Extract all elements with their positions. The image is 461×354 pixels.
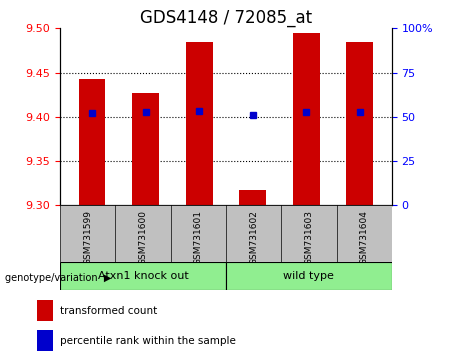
Bar [346, 42, 373, 205]
Text: GSM731601: GSM731601 [194, 210, 203, 265]
Text: GSM731599: GSM731599 [83, 210, 92, 265]
Bar [239, 190, 266, 205]
Text: wild type: wild type [284, 271, 334, 281]
Bar [60, 262, 226, 290]
Bar [37, 330, 53, 351]
Text: percentile rank within the sample: percentile rank within the sample [60, 336, 236, 346]
Bar [226, 262, 392, 290]
Bar [37, 300, 53, 321]
Bar [186, 42, 213, 205]
Text: genotype/variation  ▶: genotype/variation ▶ [5, 273, 111, 283]
Title: GDS4148 / 72085_at: GDS4148 / 72085_at [140, 9, 312, 27]
Text: GSM731603: GSM731603 [304, 210, 313, 265]
Text: Atxn1 knock out: Atxn1 knock out [98, 271, 188, 281]
Bar [79, 79, 106, 205]
Text: transformed count: transformed count [60, 306, 158, 316]
Text: GSM731600: GSM731600 [138, 210, 148, 265]
Text: GSM731604: GSM731604 [360, 210, 369, 265]
Text: GSM731602: GSM731602 [249, 210, 258, 265]
Bar [132, 93, 159, 205]
Bar [293, 33, 319, 205]
